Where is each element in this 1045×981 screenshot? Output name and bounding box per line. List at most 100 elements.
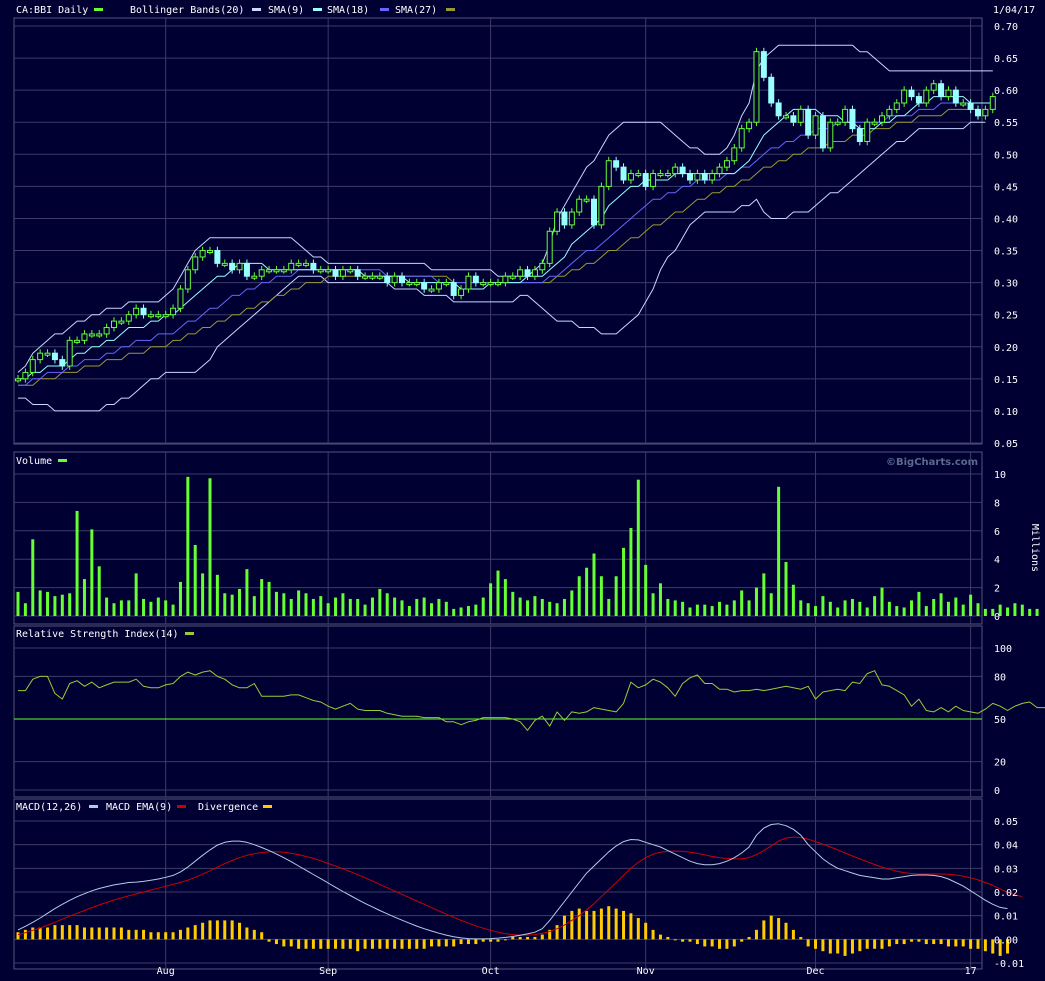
volume-bar <box>858 601 862 616</box>
y-tick-label: 0.15 <box>994 375 1018 386</box>
divergence-bar <box>747 936 751 940</box>
candle-body <box>162 314 169 318</box>
volume-bar <box>282 593 286 616</box>
divergence-bar <box>400 939 404 949</box>
divergence-bar <box>297 939 301 949</box>
candle-body <box>243 262 250 277</box>
candle-body <box>967 102 974 110</box>
divergence-bar <box>474 939 478 945</box>
y-tick-label: 0.04 <box>994 841 1018 852</box>
volume-bar <box>422 597 426 616</box>
divergence-bar <box>97 927 101 940</box>
y-tick-label: 2 <box>994 584 1000 595</box>
divergence-bar <box>902 939 906 945</box>
legend-label-macd: MACD(12,26) <box>16 802 82 813</box>
macd-lines <box>17 823 1023 940</box>
divergence-bar <box>910 939 914 942</box>
divergence-bar <box>90 927 94 940</box>
volume-bar <box>238 589 242 616</box>
volume-bar <box>119 600 123 616</box>
divergence-bar <box>489 939 493 942</box>
divergence-bar <box>326 939 330 949</box>
divergence-bar <box>636 918 640 940</box>
divergence-bar <box>917 939 921 942</box>
volume-bar <box>171 604 175 616</box>
candle-body <box>406 282 413 286</box>
candle-body <box>310 262 317 271</box>
candle-body <box>362 275 369 279</box>
y-tick-label: 0.25 <box>994 311 1018 322</box>
volume-bar <box>850 598 854 616</box>
volume-y-axis: 10 8 6 4 2 0 <box>994 470 1006 623</box>
candle-body <box>827 121 834 149</box>
volume-bar <box>370 597 374 616</box>
divergence-bar <box>267 939 271 942</box>
divergence-bar <box>976 939 980 949</box>
volume-bar <box>164 600 168 616</box>
volume-bar <box>814 606 818 616</box>
price-grid <box>13 17 983 445</box>
divergence-bar <box>703 939 707 947</box>
divergence-bar <box>784 922 788 940</box>
divergence-bar <box>481 939 485 942</box>
candle-body <box>989 96 996 110</box>
candle-body <box>59 359 66 367</box>
volume-bar <box>348 598 352 616</box>
volume-bar <box>201 573 205 616</box>
divergence-bar <box>466 939 470 945</box>
volume-bar <box>31 539 35 616</box>
y-tick-label: 6 <box>994 527 1000 538</box>
volume-bar <box>215 574 219 616</box>
candle-body <box>339 269 346 277</box>
candle-body <box>915 96 922 104</box>
volume-bar <box>932 598 936 616</box>
y-tick-label: 0.02 <box>994 888 1018 899</box>
volume-bar <box>16 591 20 616</box>
candle-body <box>155 314 162 318</box>
divergence-bar <box>658 934 662 940</box>
rsi-line <box>18 670 1045 731</box>
divergence-bar <box>791 929 795 940</box>
divergence-bar <box>171 932 175 940</box>
volume-bar <box>156 597 160 616</box>
volume-bar <box>1028 608 1032 616</box>
y-tick-label: 0.00 <box>994 935 1018 946</box>
candle-body <box>738 128 745 149</box>
candle-body <box>325 269 332 273</box>
candle-body <box>51 352 58 361</box>
candle-body <box>664 173 671 177</box>
volume-bar <box>68 593 72 616</box>
volume-bar <box>769 593 773 616</box>
divergence-bar <box>422 939 426 949</box>
candle-body <box>834 121 841 125</box>
candle-body <box>893 102 900 110</box>
y-tick-label: 4 <box>994 555 1000 566</box>
candle-body <box>184 269 191 290</box>
divergence-bar <box>208 920 212 940</box>
divergence-bar <box>526 936 530 940</box>
candle-body <box>177 288 184 309</box>
volume-bar <box>799 600 803 616</box>
legend-label-sma27: SMA(27) <box>395 5 437 16</box>
volume-bar <box>97 566 101 616</box>
candle-body <box>598 185 605 226</box>
divergence-bar <box>370 939 374 949</box>
y-tick-label: 0 <box>994 612 1000 623</box>
candle-body <box>982 108 989 117</box>
candle-body <box>908 89 915 98</box>
candle-body <box>81 333 88 341</box>
volume-bar <box>356 598 360 616</box>
divergence-bar <box>311 939 315 949</box>
divergence-bar <box>60 925 64 940</box>
candle-body <box>487 282 494 286</box>
volume-bar <box>252 596 256 616</box>
divergence-bar <box>599 908 603 940</box>
divergence-bar <box>112 927 116 940</box>
y-tick-label: 0.05 <box>994 439 1018 450</box>
divergence-bar <box>614 908 618 940</box>
legend-label-macd-ema: MACD EMA(9) <box>106 802 172 813</box>
legend-swatch-volume <box>58 459 67 462</box>
volume-bar <box>821 596 825 616</box>
divergence-bar <box>769 915 773 940</box>
macd-y-axis: 0.05 0.04 0.03 0.02 0.01 0.00 -0.01 <box>994 817 1024 970</box>
